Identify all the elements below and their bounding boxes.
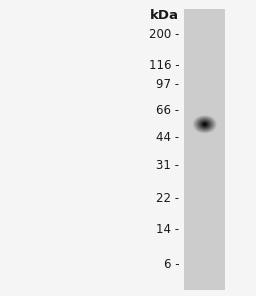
Ellipse shape [197, 118, 213, 130]
Ellipse shape [194, 116, 216, 133]
Text: 66 -: 66 - [156, 104, 179, 118]
Ellipse shape [201, 122, 208, 127]
Ellipse shape [195, 117, 215, 132]
Ellipse shape [197, 119, 212, 130]
Text: 200 -: 200 - [149, 28, 179, 41]
Text: kDa: kDa [150, 9, 179, 22]
Ellipse shape [204, 123, 206, 125]
Ellipse shape [198, 120, 211, 129]
Ellipse shape [196, 118, 214, 131]
Ellipse shape [199, 120, 211, 129]
Text: 116 -: 116 - [148, 59, 179, 72]
Text: 44 -: 44 - [156, 131, 179, 144]
Ellipse shape [202, 123, 207, 126]
Ellipse shape [201, 122, 208, 127]
Ellipse shape [204, 124, 205, 125]
Ellipse shape [195, 117, 215, 131]
Ellipse shape [203, 123, 207, 126]
Text: 6 -: 6 - [164, 258, 179, 271]
Bar [184, 9, 225, 290]
Text: 97 -: 97 - [156, 78, 179, 91]
Ellipse shape [200, 120, 210, 128]
Ellipse shape [198, 119, 212, 129]
Ellipse shape [202, 122, 208, 126]
Ellipse shape [199, 120, 210, 128]
Ellipse shape [201, 121, 209, 127]
Ellipse shape [204, 124, 206, 125]
Text: 22 -: 22 - [156, 192, 179, 205]
Text: 14 -: 14 - [156, 223, 179, 236]
Ellipse shape [194, 116, 215, 132]
Ellipse shape [200, 121, 209, 128]
Ellipse shape [197, 118, 213, 131]
Ellipse shape [193, 116, 216, 133]
Ellipse shape [196, 118, 214, 131]
Text: 31 -: 31 - [156, 159, 179, 172]
